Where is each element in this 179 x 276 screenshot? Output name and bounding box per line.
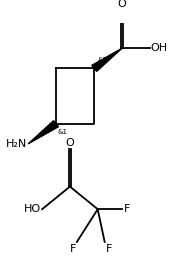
Polygon shape — [28, 121, 59, 144]
Text: F: F — [124, 204, 130, 214]
Text: HO: HO — [24, 204, 41, 214]
Text: OH: OH — [151, 43, 168, 53]
Polygon shape — [92, 48, 122, 71]
Text: &1: &1 — [98, 57, 108, 63]
Text: H₂N: H₂N — [6, 139, 27, 149]
Text: &1: &1 — [58, 129, 68, 135]
Text: O: O — [66, 138, 74, 148]
Text: O: O — [118, 0, 126, 9]
Text: F: F — [70, 245, 76, 254]
Text: F: F — [106, 245, 112, 254]
